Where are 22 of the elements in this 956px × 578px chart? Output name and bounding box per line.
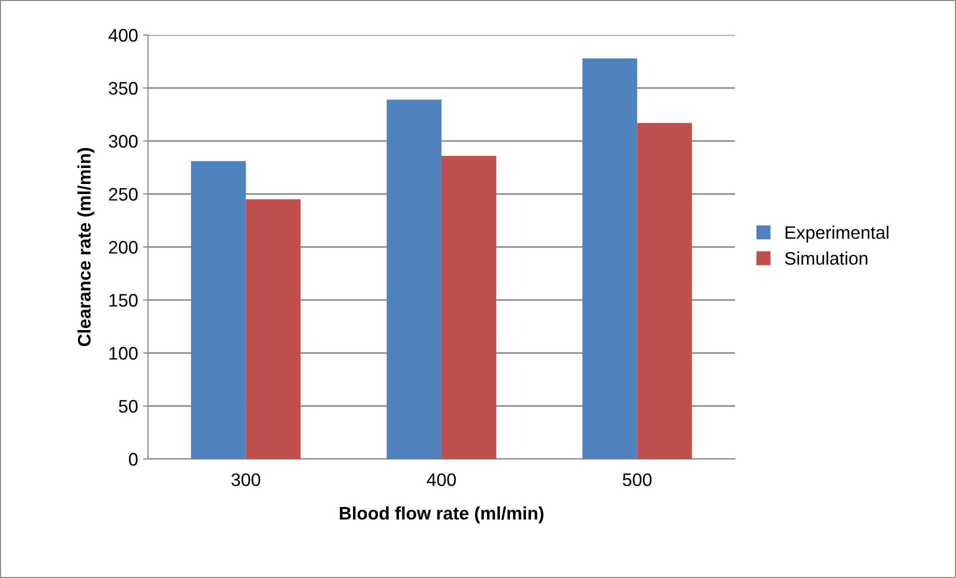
y-tick-label: 200: [109, 240, 138, 254]
x-tick-label: 300: [231, 473, 260, 486]
y-tick-label: 350: [108, 82, 138, 95]
bar: [442, 156, 496, 459]
x-tick-label: 400: [426, 473, 456, 486]
y-tick-label: 300: [108, 134, 138, 148]
y-tick-label: 50: [118, 400, 138, 413]
x-tick-label: 500: [622, 473, 652, 486]
legend-label: Simulation: [785, 252, 868, 265]
y-tick-label: 400: [108, 28, 138, 42]
bar: [637, 122, 692, 459]
legend-label: Experimental: [786, 226, 888, 242]
y-tick-label: 150: [110, 294, 138, 307]
y-tick-label: 250: [109, 188, 138, 201]
y-tick-label: 0: [128, 452, 138, 466]
y-tick-label: 100: [110, 346, 138, 360]
bar: [386, 100, 442, 459]
bar: [582, 58, 638, 459]
bar: [246, 199, 301, 459]
x-axis-title: Blood flow rate (ml/min): [340, 506, 544, 524]
y-axis-title: Clearance rate (ml/min): [77, 148, 94, 346]
bar: [191, 161, 246, 459]
